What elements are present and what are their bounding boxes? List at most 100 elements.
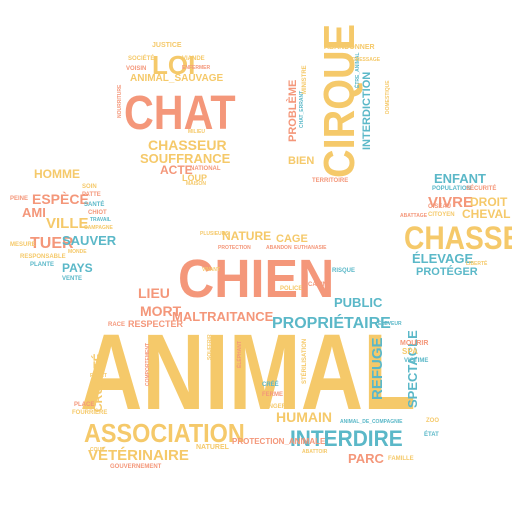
word-animal-de-compagnie: ANIMAL_DE_COMPAGNIE	[340, 419, 403, 425]
word-nature: NATURE	[222, 229, 272, 243]
word-voisin: VOISIN	[126, 66, 147, 72]
word-homme: HOMME	[34, 167, 80, 181]
word-cheval: CHEVAL	[462, 207, 511, 221]
word-responsable: RESPONSABLE	[20, 254, 66, 260]
word-naturel: NATUREL	[196, 444, 229, 451]
word-humain: HUMAIN	[276, 409, 332, 425]
word-domestique: DOMESTIQUE	[385, 80, 391, 114]
word-patte: PATTE	[82, 192, 101, 198]
word-chasse: CHASSE	[404, 220, 512, 256]
word-chasseur: CHASSEUR	[148, 137, 227, 153]
word-fourriere: FOURRIÈRE	[72, 410, 108, 416]
word-ferme: FERME	[262, 392, 283, 398]
word-maison: MAISON	[186, 181, 206, 187]
word-proprietaire: PROPRIÉTAIRE	[272, 315, 391, 332]
word-sauver: SAUVER	[62, 233, 117, 248]
word-loup: LOUP	[182, 173, 208, 183]
word-chat-errant: CHAT_ERRANT	[299, 90, 305, 128]
word-probleme: PROBLÈME	[287, 79, 299, 142]
word-sterilisation: STÉRILISATION	[302, 338, 308, 384]
word-public: PUBLIC	[334, 295, 383, 310]
word-eleveur: ÉLEVEUR	[378, 321, 402, 327]
word-cage: CAGE	[276, 233, 308, 245]
word-gouvernement: GOUVERNEMENT	[110, 464, 162, 470]
word-oiseau: OISEAU	[428, 204, 452, 210]
word-spa: SPA	[402, 347, 418, 356]
word-foret: FORÊT	[90, 373, 107, 379]
word-mourir: MOURIR	[400, 340, 429, 347]
word-interdire: INTERDIRE	[290, 426, 403, 451]
word-race: RACE	[108, 322, 126, 328]
word-abattoir: ABATTOIR	[302, 449, 328, 455]
word-veterinaire: VÉTÉRINAIRE	[88, 447, 189, 464]
word-famille: FAMILLE	[388, 456, 414, 462]
word-protection: PROTECTION	[218, 245, 251, 251]
word-maltraitance: MALTRAITANCE	[172, 309, 274, 324]
word-ville: VILLE	[46, 215, 89, 232]
word-dressage: DRESSAGE	[352, 57, 381, 63]
word-victime: VICTIME	[404, 358, 429, 364]
word-justice: JUSTICE	[152, 42, 182, 49]
word-elephant: ÉLÉPHANT	[237, 341, 243, 368]
word-chien: CHIEN	[178, 249, 335, 309]
word-chat: CHAT	[124, 87, 236, 140]
word-comportement: COMPORTEMENT	[145, 342, 151, 386]
word-acte: ACTE	[160, 163, 193, 177]
word-mort: MORT	[140, 303, 182, 319]
word-refuge: REFUGE	[369, 337, 386, 400]
word-place: PLACE	[74, 402, 95, 408]
word-ministre: MINISTRE	[302, 65, 308, 94]
word-securite: SÉCURITÉ	[466, 186, 497, 192]
word-ami: AMI	[22, 205, 46, 220]
word-proteger: PROTÉGER	[416, 266, 478, 278]
word-espece: ESPÈCE	[32, 191, 89, 207]
word-police: POLICE	[280, 286, 303, 292]
word-vente: VENTE	[62, 276, 83, 282]
word-sante: SANTÉ	[84, 202, 105, 208]
word-souffrance: SOUFFRANCE	[140, 151, 231, 166]
word-respecter: RESPECTER	[128, 319, 184, 329]
word-soin: SOIN	[82, 184, 97, 190]
word-population: POPULATION	[432, 186, 471, 192]
word-peine: PEINE	[10, 196, 29, 202]
word-milieu: MILIEU	[188, 129, 205, 135]
word-travail: TRAVAIL	[90, 217, 111, 223]
word-citoyen: CITOYEN	[428, 212, 455, 218]
word-chiot: CHIOT	[88, 210, 107, 216]
word-association: ASSOCIATION	[84, 418, 245, 448]
word-coup: COUP	[90, 447, 105, 453]
word-mesure: MESURE	[10, 242, 36, 248]
word-lieu: LIEU	[138, 285, 170, 301]
word-loi: LOI	[152, 50, 196, 80]
word-protection-animale: PROTECTION_ANIMALE	[232, 437, 326, 446]
word-animal-sauvage: ANIMAL_SAUVAGE	[130, 73, 224, 84]
word-plusieurs: PLUSIEURS	[200, 231, 229, 237]
word-parc: PARC	[348, 451, 384, 466]
word-droit: DROIT	[470, 195, 508, 209]
word-monde: MONDE	[68, 249, 87, 255]
word-vivre: VIVRE	[428, 194, 474, 211]
word-enfant: ENFANT	[434, 171, 486, 186]
word-societe: SOCIÉTÉ	[128, 56, 155, 62]
word-danger: DANGER	[260, 404, 287, 410]
word-bien: BIEN	[288, 155, 315, 167]
word-territoire: TERRITOIRE	[312, 178, 349, 184]
word-zoo: ZOO	[426, 418, 439, 424]
word-abandonner: ABANDONNER	[324, 44, 375, 51]
word-etat: ÉTAT	[424, 432, 439, 438]
word-plante: PLANTE	[30, 262, 54, 268]
word-abattage: ABATTAGE	[400, 213, 428, 219]
word-cree: CRÉÉ	[262, 382, 279, 388]
word-abandon: ABANDON	[266, 245, 292, 251]
word-liberte: LIBERTÉ	[466, 261, 488, 267]
word-tuer: TUER	[30, 235, 74, 252]
word-pays: PAYS	[62, 261, 93, 275]
word-enfermer: ENFERMER	[182, 65, 211, 71]
word-campagne: CAMPAGNE	[84, 225, 113, 231]
word-national: NATIONAL	[190, 166, 221, 172]
word-vivant: VIVANT	[202, 267, 220, 273]
word-souffrir: SOUFFRIR	[207, 334, 213, 360]
word-canin: CANIN	[308, 282, 327, 288]
word-nourriture: NOURRITURE	[117, 84, 123, 118]
word-interdiction: INTERDICTION	[361, 71, 373, 150]
